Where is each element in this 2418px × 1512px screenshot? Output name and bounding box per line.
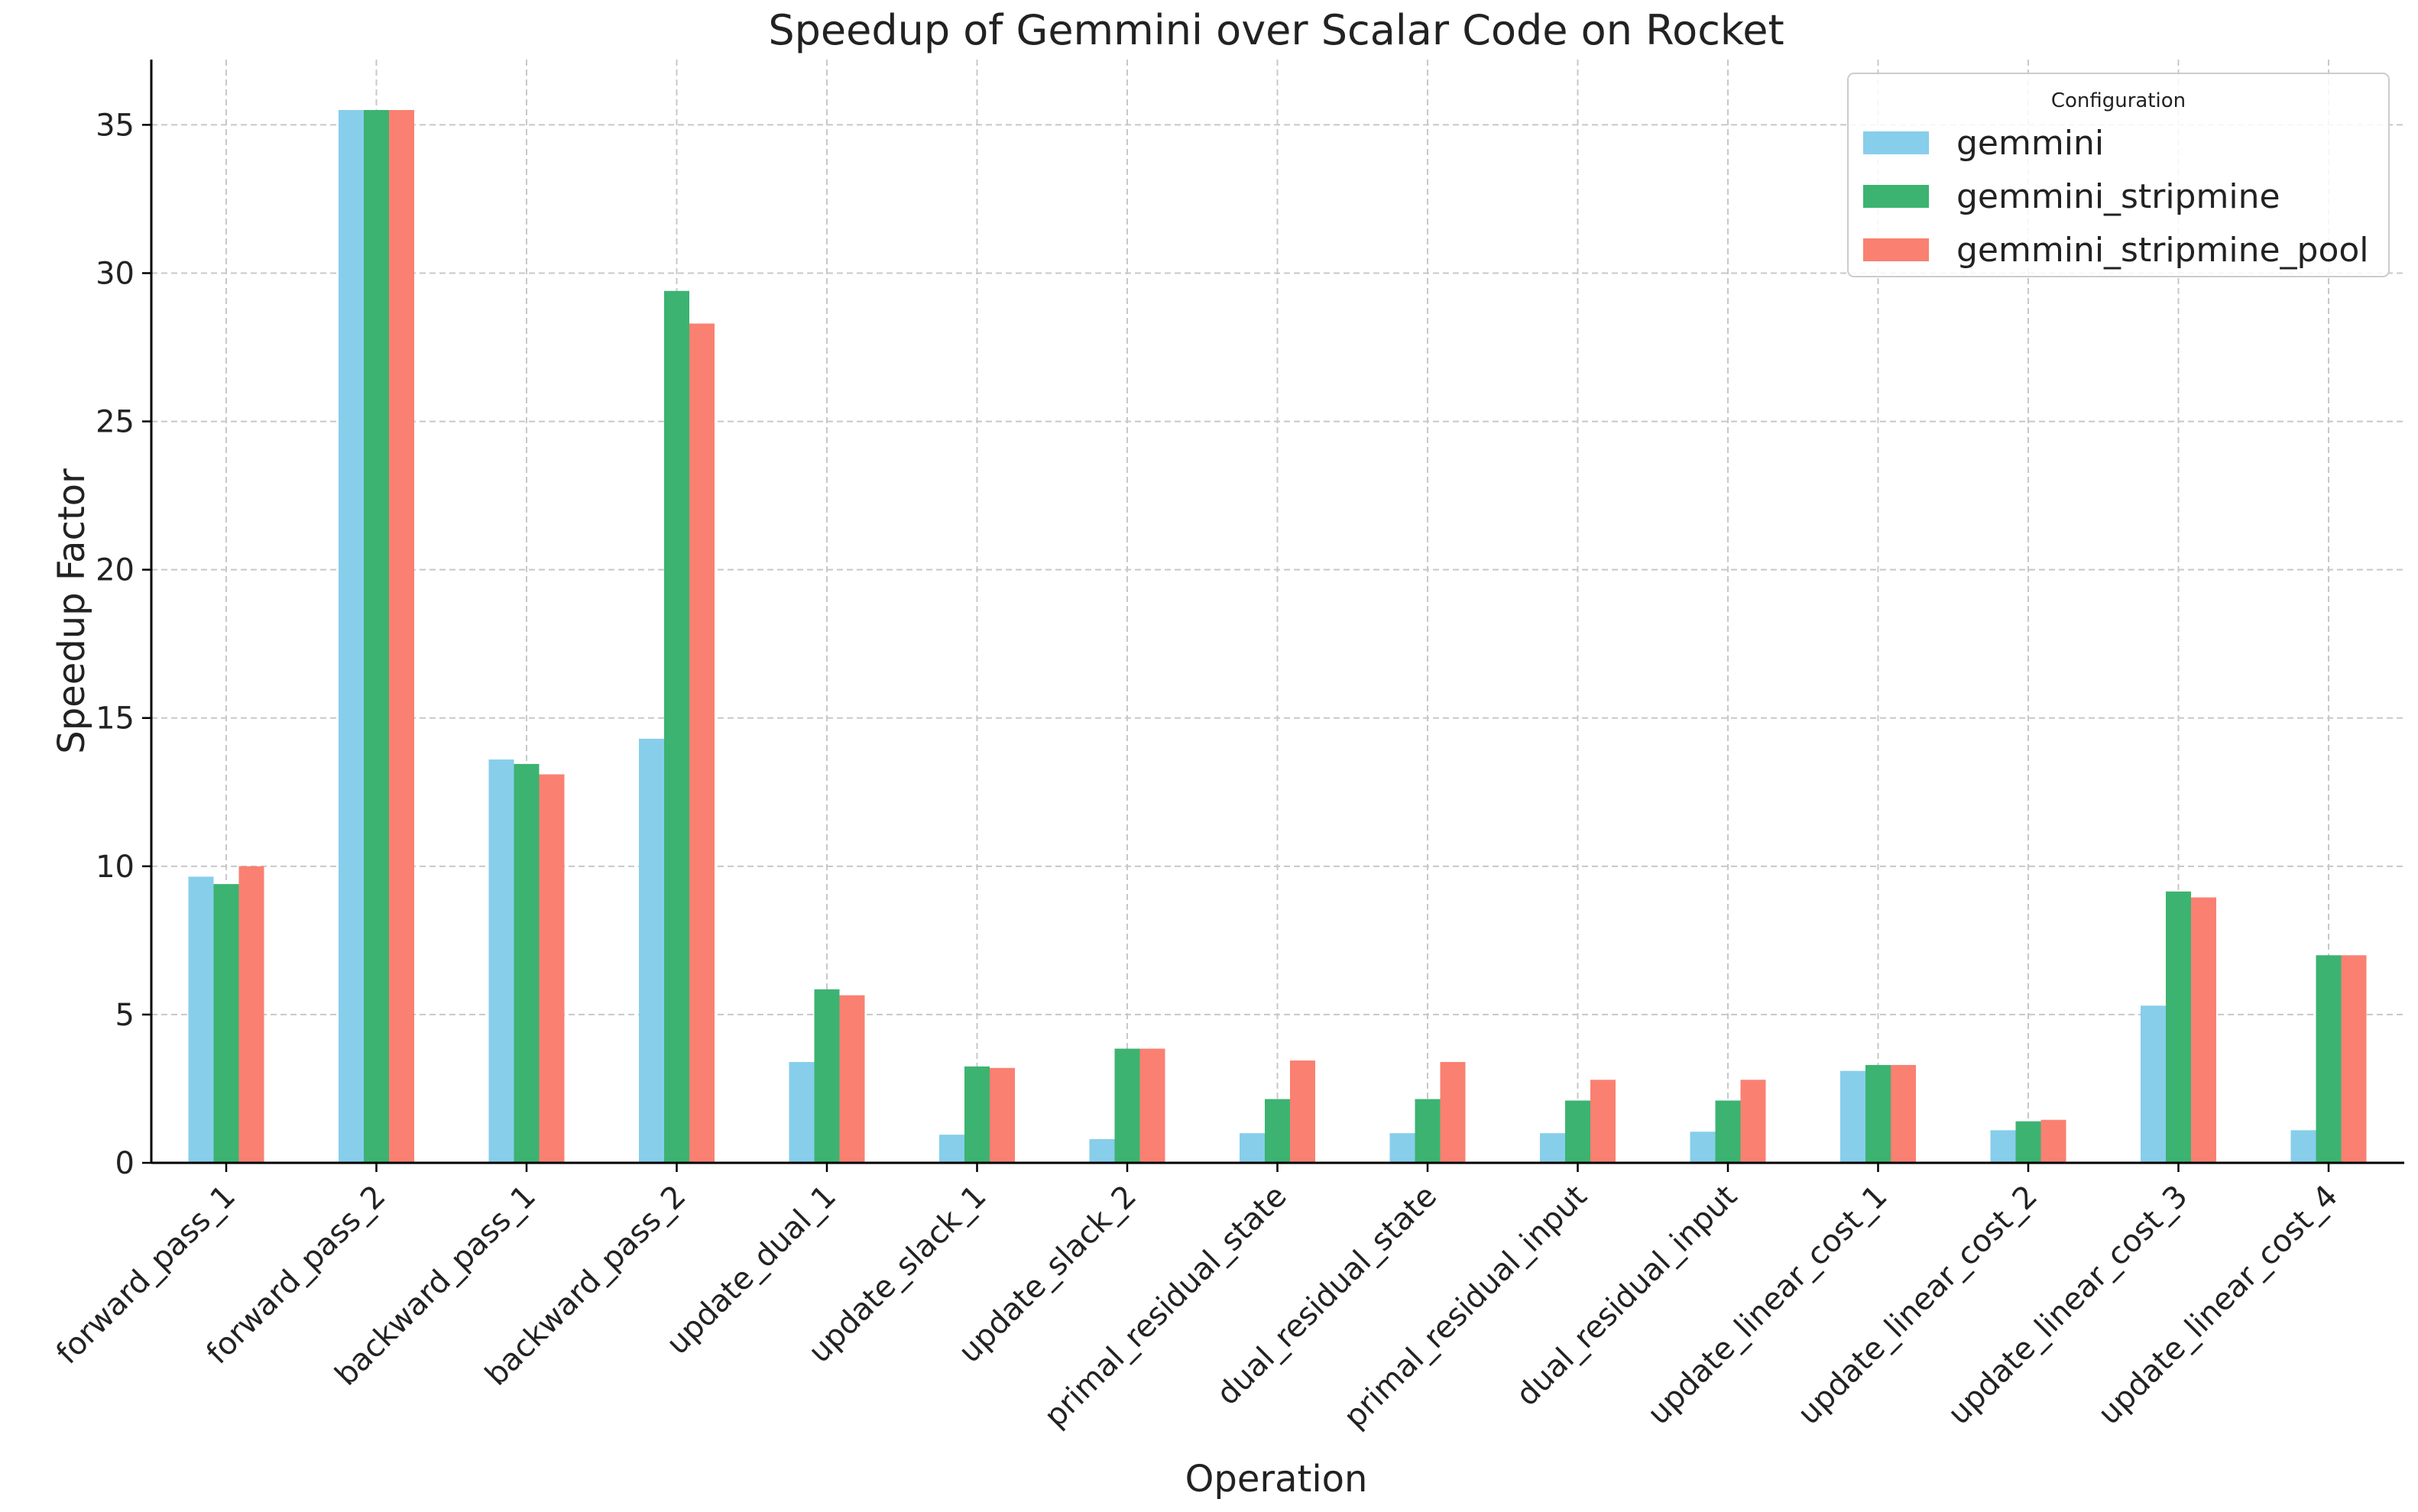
bar-gemmini-update_slack_1 [939, 1135, 964, 1163]
bar-gemmini_stripmine-backward_pass_2 [664, 290, 689, 1164]
y-tick-label: 10 [96, 850, 135, 885]
y-axis-title: Speedup Factor [50, 468, 93, 754]
x-tick-label-update_linear_cost_3: update_linear_cost_3 [1941, 1179, 2194, 1432]
bar-gemmini_stripmine_pool-backward_pass_1 [539, 774, 565, 1163]
bar-gemmini_stripmine_pool-update_slack_1 [990, 1067, 1015, 1163]
bar-gemmini-update_linear_cost_2 [1990, 1130, 2016, 1163]
bar-gemmini_stripmine_pool-update_slack_2 [1139, 1048, 1165, 1163]
legend-swatch-gemmini_stripmine [1863, 185, 1929, 208]
y-tick-label: 35 [96, 108, 135, 143]
y-tick-label: 15 [96, 701, 135, 737]
bar-gemmini-backward_pass_1 [488, 759, 514, 1163]
bar-gemmini-update_linear_cost_1 [1840, 1070, 1865, 1163]
bar-gemmini_stripmine_pool-update_dual_1 [839, 995, 865, 1163]
legend-title: Configuration [2051, 89, 2186, 112]
legend-swatch-gemmini_stripmine_pool [1863, 238, 1929, 261]
bar-gemmini-update_linear_cost_3 [2141, 1005, 2166, 1163]
x-tick-label-update_linear_cost_1: update_linear_cost_1 [1641, 1179, 1894, 1432]
x-tick-label-primal_residual_state: primal_residual_state [1038, 1179, 1294, 1435]
bar-gemmini_stripmine_pool-dual_residual_input [1740, 1080, 1766, 1163]
bar-gemmini-update_slack_2 [1089, 1138, 1115, 1163]
bar-gemmini_stripmine-update_slack_1 [964, 1066, 990, 1163]
legend-label-gemmini_stripmine_pool: gemmini_stripmine_pool [1956, 231, 2369, 270]
bar-gemmini_stripmine_pool-forward_pass_1 [238, 866, 264, 1163]
bar-gemmini_stripmine-primal_residual_state [1265, 1099, 1290, 1163]
bars-layer [188, 109, 2367, 1164]
bar-gemmini_stripmine-update_slack_2 [1114, 1048, 1140, 1163]
legend-label-gemmini: gemmini [1956, 124, 2104, 163]
bar-gemmini_stripmine_pool-dual_residual_state [1440, 1062, 1466, 1163]
bar-gemmini_stripmine-dual_residual_state [1415, 1099, 1441, 1163]
legend-label-gemmini_stripmine: gemmini_stripmine [1956, 177, 2280, 216]
bar-gemmini-update_linear_cost_4 [2290, 1130, 2316, 1163]
bar-gemmini_stripmine-update_dual_1 [814, 989, 840, 1163]
legend-box [1847, 73, 2390, 277]
bar-gemmini-dual_residual_input [1690, 1132, 1716, 1163]
bar-gemmini-primal_residual_state [1240, 1133, 1265, 1163]
bar-gemmini-primal_residual_input [1540, 1133, 1565, 1163]
bar-gemmini_stripmine-update_linear_cost_4 [2316, 955, 2342, 1163]
bar-gemmini_stripmine-update_linear_cost_2 [2015, 1121, 2041, 1163]
bar-gemmini_stripmine-update_linear_cost_3 [2166, 891, 2191, 1163]
bar-gemmini_stripmine-update_linear_cost_1 [1865, 1064, 1891, 1163]
bar-gemmini_stripmine_pool-update_linear_cost_2 [2040, 1119, 2066, 1163]
bar-gemmini_stripmine_pool-forward_pass_2 [389, 109, 414, 1163]
legend-swatch-gemmini [1863, 131, 1929, 154]
chart-title: Speedup of Gemmini over Scalar Code on R… [768, 6, 1784, 54]
y-tick-label: 5 [115, 998, 135, 1033]
bar-gemmini-forward_pass_2 [339, 109, 364, 1163]
bar-gemmini_stripmine-forward_pass_1 [213, 884, 239, 1163]
x-axis-title: Operation [1185, 1458, 1368, 1501]
x-tick-label-update_linear_cost_4: update_linear_cost_4 [2092, 1179, 2345, 1432]
bar-gemmini_stripmine_pool-update_linear_cost_4 [2341, 955, 2367, 1163]
bar-gemmini_stripmine_pool-primal_residual_input [1590, 1080, 1616, 1163]
bar-gemmini-forward_pass_1 [188, 876, 214, 1163]
x-tick-label-primal_residual_input: primal_residual_input [1337, 1179, 1594, 1436]
y-tick-label: 25 [96, 405, 135, 440]
y-tick-label: 0 [115, 1146, 135, 1181]
bar-gemmini_stripmine_pool-update_linear_cost_3 [2191, 897, 2216, 1163]
bar-gemmini_stripmine_pool-update_linear_cost_1 [1891, 1064, 1916, 1163]
y-tick-label: 30 [96, 256, 135, 291]
x-tick-label-update_linear_cost_2: update_linear_cost_2 [1791, 1179, 2044, 1432]
bar-gemmini_stripmine_pool-primal_residual_state [1290, 1060, 1315, 1163]
legend: Configuration gemminigemmini_stripminege… [1847, 73, 2390, 277]
bar-gemmini_stripmine-backward_pass_1 [514, 763, 540, 1163]
bar-gemmini_stripmine-dual_residual_input [1715, 1100, 1741, 1163]
bar-gemmini-update_dual_1 [789, 1062, 815, 1163]
bar-gemmini-dual_residual_state [1389, 1133, 1415, 1163]
bar-gemmini-backward_pass_2 [639, 738, 664, 1163]
bar-gemmini_stripmine_pool-backward_pass_2 [689, 323, 715, 1163]
legend-items: gemmini gemmini_stripmine gemmini_stripmin… [1863, 124, 2369, 270]
bar-gemmini_stripmine-primal_residual_input [1565, 1100, 1590, 1163]
y-tick-label: 20 [96, 553, 135, 588]
bar-gemmini_stripmine-forward_pass_2 [364, 109, 389, 1163]
